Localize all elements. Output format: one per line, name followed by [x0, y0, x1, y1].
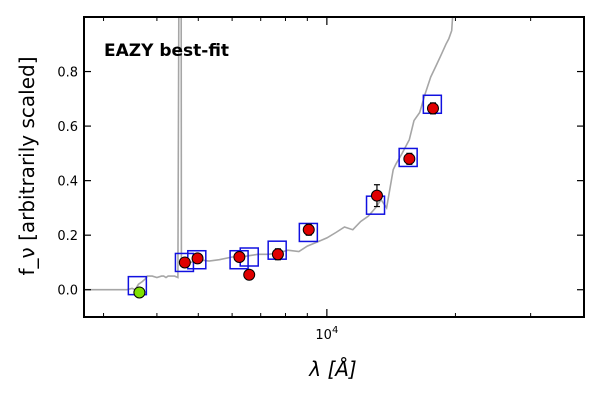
observed-flux-point: [403, 152, 416, 165]
observed-flux-point: [426, 102, 439, 115]
plot-frame: [83, 16, 585, 318]
observed-flux-point: [302, 223, 315, 236]
observed-flux-point: [243, 268, 256, 281]
uv-flux-point: [133, 286, 146, 299]
y-tick-label: 0.4: [57, 175, 78, 190]
x-tick-label: 104: [315, 325, 338, 343]
model-flux-box: [229, 249, 249, 270]
y-tick-label: 0.6: [57, 120, 78, 135]
annotation-text: EAZY best-fit: [104, 41, 229, 61]
y-tick-label: 0.2: [57, 229, 78, 244]
observed-flux-point: [178, 256, 191, 269]
observed-flux-point: [271, 248, 284, 261]
model-box-layer: [127, 94, 443, 296]
model-flux-box: [298, 222, 319, 243]
axes-layer: 0.0 0.2 0.4 0.6 0.8 104: [57, 16, 585, 343]
y-tick-label: 0.8: [57, 66, 78, 81]
y-axis-label: f_ν [arbitrarily scaled]: [15, 57, 39, 276]
x-axis-label: λ [Å]: [308, 357, 356, 381]
observed-flux-point: [191, 252, 204, 265]
y-tick-label: 0.0: [57, 284, 78, 299]
observed-flux-point: [370, 189, 383, 202]
observed-flux-point: [233, 251, 246, 263]
model-flux-box: [398, 147, 418, 168]
observed-point-layer: [133, 102, 439, 299]
